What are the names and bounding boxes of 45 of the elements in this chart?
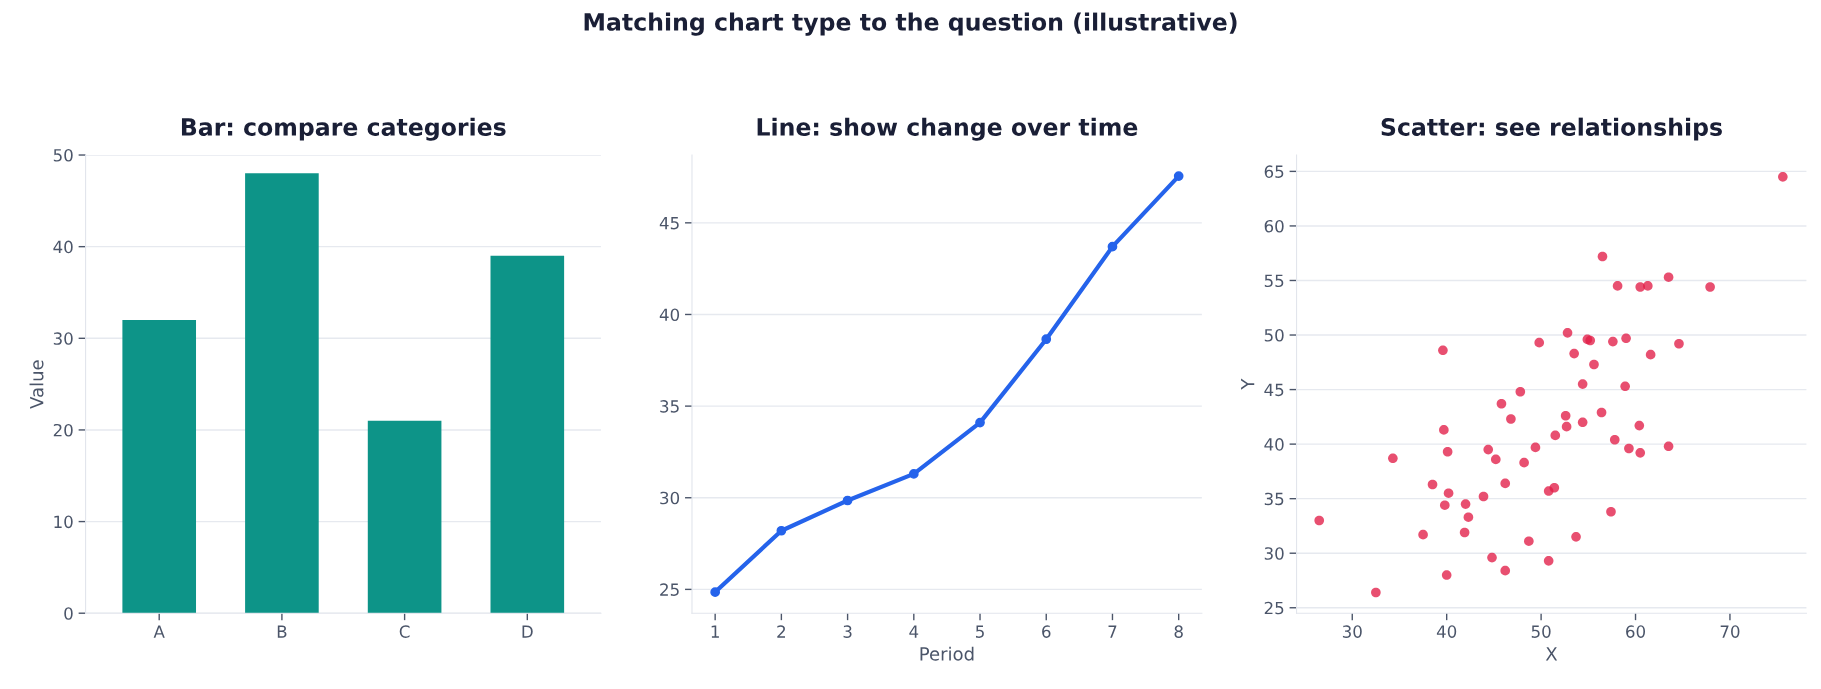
x-tick-label: 8 xyxy=(1174,625,1183,638)
x-tick-label: C xyxy=(399,625,410,638)
chart-title: Scatter: see relationships xyxy=(1381,117,1722,141)
y-tick-label: 55 xyxy=(1264,274,1284,288)
x-tick-label: D xyxy=(522,625,533,638)
x-tick-label: 5 xyxy=(976,625,984,638)
y-tick-label: 45 xyxy=(1264,383,1284,397)
y-tick-label: 25 xyxy=(1264,601,1284,615)
y-tick-label: 35 xyxy=(660,400,679,413)
y-tick-label: 30 xyxy=(660,491,680,505)
y-tick-label: 60 xyxy=(1264,219,1284,233)
y-tick-label: 30 xyxy=(53,332,73,345)
y-tick-label: 65 xyxy=(1264,165,1284,178)
y-tick-label: 10 xyxy=(54,515,73,529)
y-axis-title: Y xyxy=(1241,378,1255,390)
x-tick-label: 1 xyxy=(711,625,719,638)
y-tick-label: 30 xyxy=(1264,547,1284,560)
x-tick-label: B xyxy=(277,625,287,638)
y-tick-label: 50 xyxy=(53,148,73,162)
x-tick-label: 6 xyxy=(1042,625,1051,638)
y-tick-label: 40 xyxy=(1264,438,1284,451)
x-tick-label: 7 xyxy=(1108,625,1117,638)
x-tick-label: 40 xyxy=(1436,625,1457,638)
y-tick-label: 40 xyxy=(53,240,73,254)
x-tick-label: 30 xyxy=(1342,625,1362,638)
y-tick-label: 25 xyxy=(660,583,679,596)
text: Matching chart type to the question (illustrative) xyxy=(584,12,1237,36)
x-axis-title: X xyxy=(1545,647,1558,661)
x-tick-label: 2 xyxy=(777,625,786,638)
y-axis-title: Value xyxy=(29,360,44,409)
x-axis-title: Period xyxy=(920,646,974,661)
y-tick-label: 45 xyxy=(659,217,679,230)
y-tick-label: 0 xyxy=(64,607,73,620)
x-tick-label: 60 xyxy=(1626,625,1646,638)
y-tick-label: 50 xyxy=(1264,328,1284,342)
chart-title: Bar: compare categories xyxy=(181,117,506,141)
y-tick-label: 40 xyxy=(659,308,680,322)
x-tick-label: 50 xyxy=(1531,625,1551,638)
x-tick-label: 4 xyxy=(909,625,919,638)
x-tick-label: 70 xyxy=(1720,625,1740,638)
x-tick-label: A xyxy=(153,625,165,638)
chart-title: Line: show change over time xyxy=(757,117,1138,141)
y-tick-label: 20 xyxy=(53,423,73,437)
y-tick-label: 35 xyxy=(1264,492,1284,506)
x-tick-label: 3 xyxy=(843,625,852,638)
